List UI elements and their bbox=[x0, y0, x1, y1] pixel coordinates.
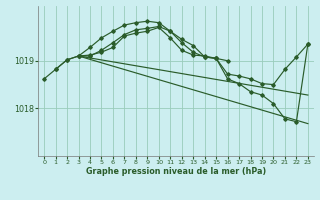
X-axis label: Graphe pression niveau de la mer (hPa): Graphe pression niveau de la mer (hPa) bbox=[86, 167, 266, 176]
